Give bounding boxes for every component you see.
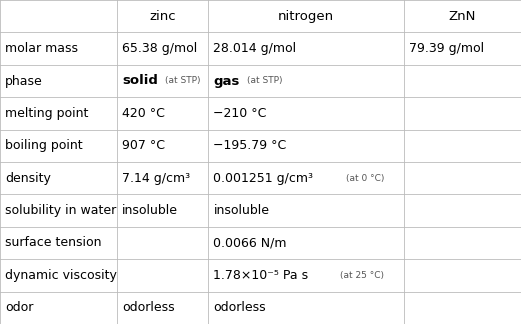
Text: phase: phase xyxy=(5,75,43,87)
Text: 0.001251 g/cm³: 0.001251 g/cm³ xyxy=(214,172,314,185)
Text: 0.0066 N/m: 0.0066 N/m xyxy=(214,237,287,249)
Text: surface tension: surface tension xyxy=(5,237,102,249)
Text: dynamic viscosity: dynamic viscosity xyxy=(5,269,117,282)
Text: 28.014 g/mol: 28.014 g/mol xyxy=(214,42,296,55)
Text: odorless: odorless xyxy=(122,301,175,314)
Text: solid: solid xyxy=(122,75,158,87)
Text: 7.14 g/cm³: 7.14 g/cm³ xyxy=(122,172,190,185)
Text: insoluble: insoluble xyxy=(214,204,269,217)
Text: 1.78×10⁻⁵ Pa s: 1.78×10⁻⁵ Pa s xyxy=(214,269,308,282)
Text: 65.38 g/mol: 65.38 g/mol xyxy=(122,42,197,55)
Text: 907 °C: 907 °C xyxy=(122,139,165,152)
Text: nitrogen: nitrogen xyxy=(278,10,334,23)
Text: solubility in water: solubility in water xyxy=(5,204,116,217)
Text: gas: gas xyxy=(214,75,240,87)
Text: odor: odor xyxy=(5,301,33,314)
Text: zinc: zinc xyxy=(150,10,176,23)
Text: insoluble: insoluble xyxy=(122,204,178,217)
Text: (at STP): (at STP) xyxy=(165,76,201,86)
Text: −195.79 °C: −195.79 °C xyxy=(214,139,287,152)
Text: odorless: odorless xyxy=(214,301,266,314)
Text: ZnN: ZnN xyxy=(449,10,476,23)
Text: density: density xyxy=(5,172,51,185)
Text: (at STP): (at STP) xyxy=(247,76,282,86)
Text: (at 0 °C): (at 0 °C) xyxy=(346,174,385,183)
Text: molar mass: molar mass xyxy=(5,42,78,55)
Text: (at 25 °C): (at 25 °C) xyxy=(340,271,384,280)
Text: melting point: melting point xyxy=(5,107,89,120)
Text: 79.39 g/mol: 79.39 g/mol xyxy=(409,42,484,55)
Text: −210 °C: −210 °C xyxy=(214,107,267,120)
Text: 420 °C: 420 °C xyxy=(122,107,165,120)
Text: boiling point: boiling point xyxy=(5,139,83,152)
